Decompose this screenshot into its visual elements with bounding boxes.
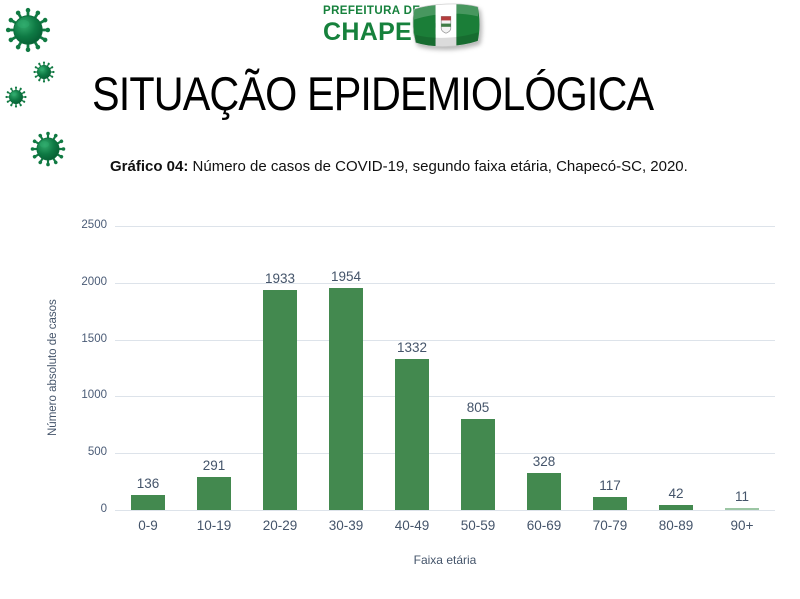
x-axis-title: Faixa etária — [413, 553, 477, 567]
bar-value-label: 1933 — [264, 271, 296, 286]
bar-90+ — [725, 508, 759, 510]
bar-value-label: 291 — [202, 458, 226, 473]
bar-80-89 — [659, 505, 693, 510]
x-category-label: 60-69 — [526, 518, 562, 533]
bar-70-79 — [593, 497, 627, 510]
bar-40-49 — [395, 359, 429, 510]
caption-text: Número de casos de COVID-19, segundo fai… — [188, 158, 688, 175]
coronavirus-icon — [5, 7, 51, 58]
bar-20-29 — [263, 290, 297, 510]
bar-30-39 — [329, 288, 363, 510]
coronavirus-icon — [5, 86, 27, 113]
bar-value-label: 1954 — [330, 269, 362, 284]
x-category-label: 40-49 — [394, 518, 430, 533]
y-tick-label: 2500 — [81, 219, 107, 231]
chapeco-flag-icon — [412, 3, 481, 47]
gridline — [115, 282, 775, 284]
bar-value-label: 805 — [466, 400, 490, 415]
x-category-label: 20-29 — [262, 518, 298, 533]
bar-value-label: 42 — [668, 486, 684, 501]
gridline — [115, 339, 775, 341]
gridline — [115, 396, 775, 398]
x-category-label: 10-19 — [196, 518, 232, 533]
bar-value-label: 328 — [532, 454, 556, 469]
bar-value-label: 136 — [136, 476, 160, 491]
x-category-label: 70-79 — [592, 518, 628, 533]
bar-10-19 — [197, 477, 231, 510]
x-category-label: 0-9 — [138, 518, 158, 533]
y-tick-label: 500 — [87, 446, 107, 459]
y-tick-label: 0 — [100, 503, 107, 515]
gridline — [115, 226, 775, 227]
y-tick-label: 1500 — [81, 332, 107, 345]
y-axis-title: Número absoluto de casos — [47, 299, 59, 437]
x-category-label: 30-39 — [328, 518, 364, 533]
bar-value-label: 117 — [599, 478, 621, 493]
x-category-label: 80-89 — [658, 518, 694, 533]
x-category-label: 90+ — [730, 518, 754, 533]
bar-value-label: 1332 — [396, 340, 428, 355]
page-title: SITUAÇÃO EPIDEMIOLÓGICA — [92, 67, 654, 120]
gridline — [115, 453, 775, 455]
y-tick-label: 2000 — [81, 275, 107, 288]
coronavirus-icon — [33, 61, 55, 88]
coronavirus-icon — [30, 131, 66, 172]
bar-50-59 — [461, 419, 495, 510]
bar-value-label: 11 — [734, 489, 749, 504]
x-category-label: 50-59 — [460, 518, 496, 533]
chart-caption: Gráfico 04: Número de casos de COVID-19,… — [110, 158, 688, 175]
caption-prefix: Gráfico 04: — [110, 158, 189, 175]
y-tick-label: 1000 — [81, 389, 107, 402]
logo-line1: PREFEITURA DE — [323, 5, 421, 17]
bar-0-9 — [131, 495, 165, 510]
gridline — [115, 510, 775, 511]
bar-60-69 — [527, 473, 561, 510]
